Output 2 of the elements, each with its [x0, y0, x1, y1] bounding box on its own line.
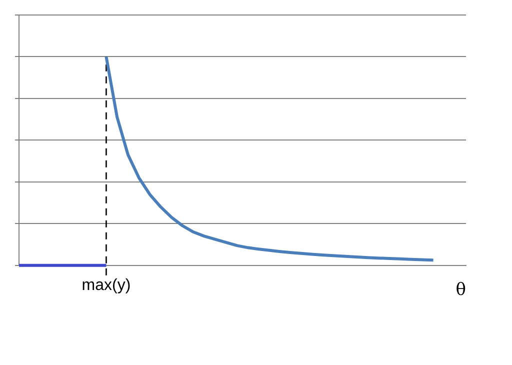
x-axis-title: θ: [456, 280, 466, 300]
text: max(y): [82, 276, 131, 294]
